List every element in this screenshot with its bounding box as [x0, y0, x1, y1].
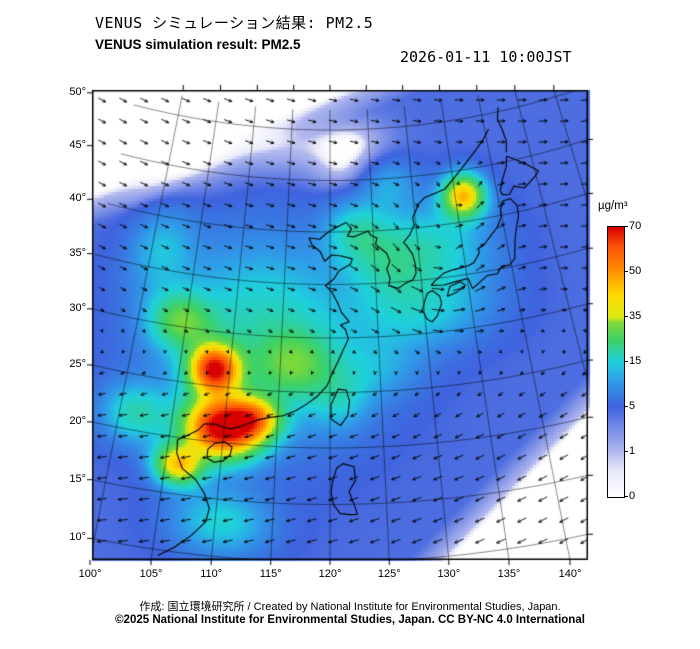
lon-tick-label: 140° — [558, 568, 582, 580]
colorbar-tick-label: 1 — [629, 444, 636, 457]
colorbar-tick-mark — [624, 225, 628, 227]
timestamp: 2026-01-11 10:00JST — [400, 48, 572, 66]
colorbar-tick-mark — [624, 270, 628, 272]
colorbar-tick-label: 0 — [629, 489, 636, 502]
colorbar-tick-mark — [624, 495, 628, 497]
colorbar-tick-mark — [624, 360, 628, 362]
colorbar-tick-label: 50 — [629, 264, 642, 277]
lat-tick-label: 20° — [69, 414, 86, 427]
lon-tick-label: 130° — [437, 568, 461, 580]
attribution-line: 作成: 国立環境研究所 / Created by National Instit… — [139, 601, 561, 613]
lat-tick-label: 25° — [69, 357, 86, 370]
colorbar-tick-label: 35 — [629, 309, 642, 322]
lon-tick-label: 125° — [377, 568, 401, 580]
colorbar-tick-label: 70 — [629, 219, 642, 232]
page-title-japanese: VENUS シミュレーション結果: PM2.5 — [95, 14, 374, 32]
colorbar-unit-label: µg/m³ — [598, 200, 628, 212]
lat-tick-label: 15° — [69, 472, 86, 485]
lon-tick-label: 120° — [318, 568, 342, 580]
page-title-english: VENUS simulation result: PM2.5 — [95, 37, 301, 52]
lon-tick-label: 100° — [78, 568, 102, 580]
lon-tick-label: 110° — [200, 568, 223, 580]
lon-tick-label: 135° — [497, 568, 521, 580]
lat-tick-label: 40° — [69, 192, 86, 205]
lat-tick-label: 10° — [69, 531, 86, 544]
colorbar-gradient — [607, 226, 625, 498]
lon-tick-label: 115° — [259, 568, 282, 580]
pm25-map-canvas — [84, 82, 596, 568]
colorbar-tick-mark — [624, 405, 628, 407]
lat-tick-label: 50° — [69, 85, 86, 98]
colorbar-tick-mark — [624, 450, 628, 452]
lat-tick-label: 30° — [69, 301, 86, 314]
copyright-line: ©2025 National Institute for Environment… — [115, 614, 585, 626]
lat-tick-label: 45° — [69, 138, 86, 151]
colorbar-tick-label: 5 — [629, 399, 636, 412]
colorbar-tick-mark — [624, 315, 628, 317]
lat-tick-label: 35° — [69, 246, 86, 259]
colorbar-tick-label: 15 — [629, 354, 642, 367]
lon-tick-label: 105° — [139, 568, 163, 580]
